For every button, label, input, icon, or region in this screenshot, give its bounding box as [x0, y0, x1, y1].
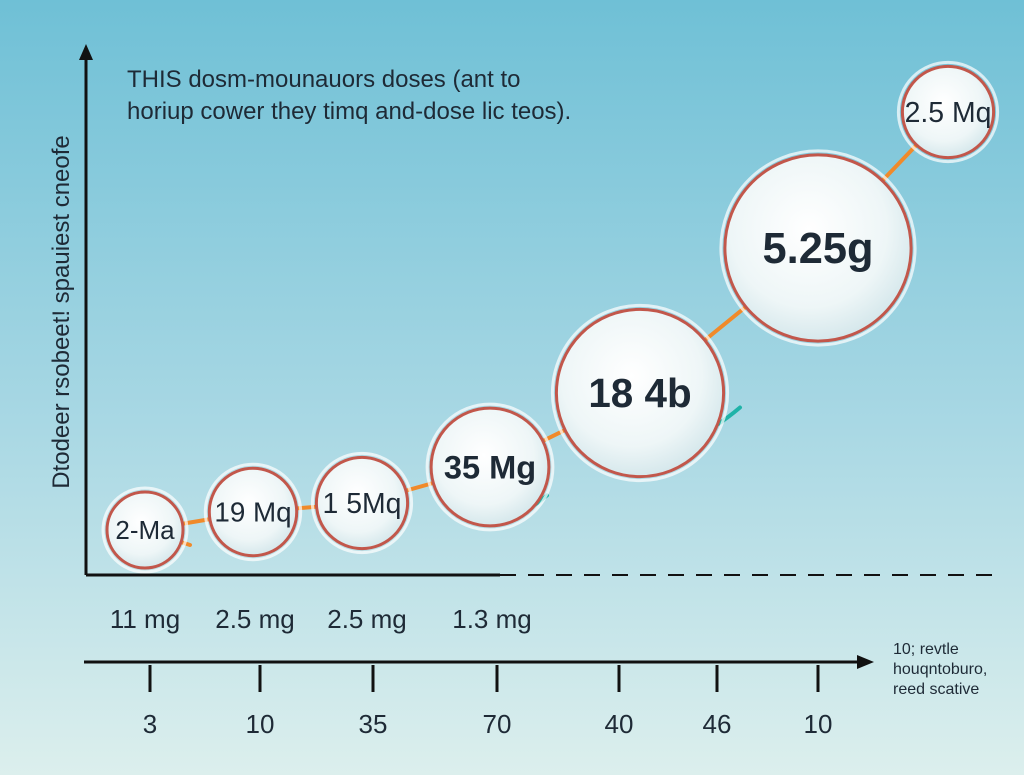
y-axis-label: Dtodeer rsobeet! spauiest cneofe	[48, 135, 75, 489]
x-axis-lower	[84, 655, 874, 669]
bubble-halo	[203, 462, 303, 562]
bubble-halo	[425, 402, 555, 532]
data-bubble: 2-Ma	[101, 486, 189, 574]
data-bubble: 19 Mq	[203, 462, 303, 562]
dose-label: 2.5 mg	[327, 604, 407, 634]
x-axis-arrow-icon	[857, 655, 874, 669]
x-tick-label: 70	[483, 709, 512, 739]
bubble-label: 2-Ma	[115, 515, 175, 545]
annotation-line-2: horiup cower they timq and-dose lic teos…	[127, 98, 572, 125]
data-bubble: 5.25g	[719, 149, 917, 347]
bubble-circle	[723, 153, 913, 343]
bubble-halo	[101, 486, 189, 574]
bubble-circle	[900, 64, 996, 160]
data-bubble: 2.5 Mq	[896, 60, 1000, 164]
bubble-halo	[310, 451, 414, 555]
bubble-label: 2.5 Mq	[905, 97, 992, 129]
dose-label: 2.5 mg	[215, 604, 295, 634]
x-tick-label: 46	[703, 709, 732, 739]
bubble-halo	[719, 149, 917, 347]
x-axis-note-line-1: 10; revtle	[893, 641, 959, 658]
x-axis-note-line-2: houqntoburo,	[893, 661, 988, 678]
data-bubble: 18 4b	[550, 303, 730, 483]
bubble-circle	[207, 466, 299, 558]
bubble-label: 1 5Mq	[323, 488, 402, 520]
dose-label: 11 mg	[110, 604, 180, 634]
bubble-label: 19 Mq	[214, 497, 291, 528]
annotation-line-1: THIS dosm-mounauors doses (ant to	[127, 66, 521, 93]
bubble-label: 35 Mg	[444, 448, 536, 485]
x-tick-label: 10	[246, 709, 275, 739]
x-tick-label: 40	[605, 709, 634, 739]
data-bubble: 35 Mg	[425, 402, 555, 532]
bubble-circle	[314, 455, 410, 551]
x-tick-label: 35	[359, 709, 388, 739]
bubble-label: 5.25g	[763, 225, 874, 273]
x-tick-label: 3	[143, 709, 157, 739]
bubble-circle	[554, 307, 726, 479]
dose-label: 1.3 mg	[452, 604, 532, 634]
x-tick-label: 10	[804, 709, 833, 739]
y-axis-arrow-icon	[79, 44, 93, 60]
bubble-circle	[105, 490, 185, 570]
bubble-label: 18 4b	[588, 370, 691, 416]
chart-annotation: THIS dosm-mounauors doses (ant to horiup…	[127, 64, 647, 128]
bubble-halo	[896, 60, 1000, 164]
x-axis-note: 10; revtle houqntoburo, reed scative	[893, 640, 987, 700]
x-axis-note-line-3: reed scative	[893, 681, 980, 698]
y-axis	[79, 44, 93, 575]
bubble-circle	[429, 406, 551, 528]
bubble-halo	[550, 303, 730, 483]
data-bubble: 1 5Mq	[310, 451, 414, 555]
